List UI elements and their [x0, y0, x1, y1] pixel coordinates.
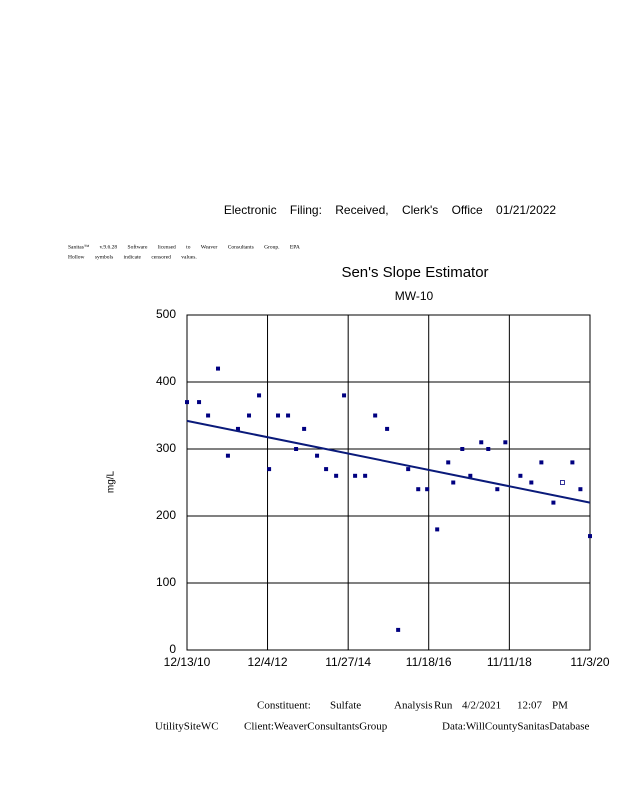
data-point [406, 467, 411, 472]
data-point [363, 473, 368, 478]
data-point [529, 480, 534, 485]
data-point [518, 473, 523, 478]
data-point [416, 487, 421, 492]
data-point [551, 500, 556, 505]
footer-text: UtilitySiteWC [155, 721, 219, 733]
y-tick-label: 500 [156, 307, 176, 321]
x-tick-label: 12/13/10 [164, 655, 211, 669]
data-point [479, 440, 484, 445]
data-point [446, 460, 451, 465]
data-point [503, 440, 508, 445]
footer-text: 12:07 [517, 700, 543, 712]
censored-note: Hollow symbols indicate censored values. [68, 254, 197, 260]
footer-text: 4/2/2021 [462, 700, 501, 712]
x-tick-label: 11/18/16 [406, 655, 452, 669]
data-point [286, 413, 291, 418]
data-point [373, 413, 378, 418]
data-point [385, 426, 390, 431]
data-point [396, 627, 401, 632]
data-point [276, 413, 281, 418]
data-point [570, 460, 575, 465]
data-point [588, 534, 592, 539]
data-point [353, 473, 358, 478]
data-point [468, 473, 473, 478]
data-point [257, 393, 262, 398]
y-axis-label: mg/L [106, 470, 117, 493]
footer-text: Run [434, 700, 453, 712]
data-point [435, 527, 440, 532]
data-point [302, 426, 307, 431]
x-tick-label: 11/11/18 [487, 655, 532, 669]
trend-line [186, 419, 591, 504]
data-point [324, 467, 329, 472]
footer-text: PM [552, 700, 568, 712]
y-tick-label: 200 [156, 508, 176, 522]
software-note: Sanitas™ v.9.6.28 Software licensed to W… [68, 243, 300, 250]
data-point [578, 487, 583, 492]
chart-subtitle: MW-10 [395, 289, 434, 303]
data-point [185, 400, 189, 405]
filing-header: Electronic Filing: Received, Clerk's Off… [224, 203, 557, 217]
x-tick-label: 11/27/14 [325, 655, 371, 669]
data-point [539, 460, 544, 465]
data-point [451, 480, 456, 485]
y-tick-label: 100 [156, 575, 176, 589]
footer-text: Client:WeaverConsultantsGroup [244, 721, 388, 733]
data-point [206, 413, 211, 418]
data-point [560, 480, 565, 485]
chart-title: Sen's Slope Estimator [341, 264, 488, 281]
data-point [197, 400, 202, 405]
footer-text: Data:WillCountySanitasDatabase [442, 721, 590, 733]
data-point [267, 467, 272, 472]
y-tick-label: 300 [156, 441, 176, 455]
data-point [247, 413, 252, 418]
data-point [225, 453, 230, 458]
data-point [460, 447, 465, 451]
x-tick-label: 12/4/12 [248, 655, 288, 669]
footer-text: Sulfate [330, 700, 361, 712]
data-point [216, 366, 221, 371]
data-point [235, 426, 240, 431]
data-point [294, 447, 299, 451]
y-tick-label: 0 [169, 642, 176, 656]
footer-text: Analysis [394, 700, 433, 712]
footer-text: Constituent: [257, 700, 311, 712]
x-tick-label: 11/3/20 [570, 655, 609, 669]
data-point [486, 447, 491, 451]
data-point [342, 393, 347, 398]
y-tick-label: 400 [156, 374, 176, 388]
data-point [495, 487, 500, 492]
data-point [315, 453, 320, 458]
data-point [425, 487, 430, 492]
data-point [334, 473, 339, 478]
